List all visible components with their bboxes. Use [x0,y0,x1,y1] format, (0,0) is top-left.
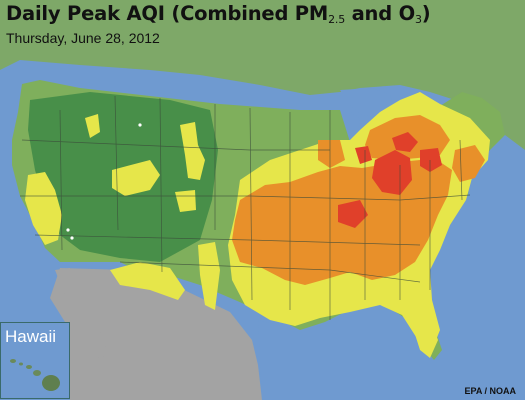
aqi-unhealthy-areas [338,132,442,228]
island-shape [19,362,23,366]
unhealthy-chicago [355,146,372,164]
pm-subscript: 2.5 [328,13,345,26]
moderate-southwest [110,262,185,300]
gulf-of-mexico [258,300,440,400]
city-marker [66,228,70,232]
city-marker [138,123,142,127]
unhealthy-michigan [392,132,418,152]
unhealthy-indiana-ohio [372,150,412,195]
moderate-wyoming-blob [112,160,160,196]
unhealthy-ohio-east [420,148,442,172]
credit-label: EPA / NOAA [464,386,516,396]
city-marker [70,236,74,240]
mexico-land [50,268,262,400]
canada-land [0,0,525,150]
florida [400,296,438,358]
moderate-california [25,172,62,245]
island-shape [10,359,16,363]
moderate-idaho-blob [85,114,100,138]
baja-peninsula [55,268,108,358]
moderate-nm-blob [198,242,220,310]
map-title: Daily Peak AQI (Combined PM2.5 and O3) [6,2,431,26]
usg-minnesota [318,140,345,168]
moderate-rockies-blob [180,122,205,180]
title-text: Daily Peak AQI (Combined PM [6,2,329,25]
map-date: Thursday, June 28, 2012 [6,30,160,46]
hawaii-islands [10,359,60,391]
o3-subscript: 3 [414,13,422,26]
island-shape [42,375,60,391]
hawaii-inset: Hawaii [0,322,70,399]
title-close-paren: ) [421,2,431,25]
moderate-sd-blob [175,190,196,212]
island-shape [26,365,32,369]
island-shape [33,370,41,376]
unhealthy-missouri [338,200,368,228]
hawaii-label: Hawaii [5,327,57,346]
title-text-ozone: and O [345,2,416,25]
city-markers [66,123,142,240]
state-borders [20,95,471,320]
